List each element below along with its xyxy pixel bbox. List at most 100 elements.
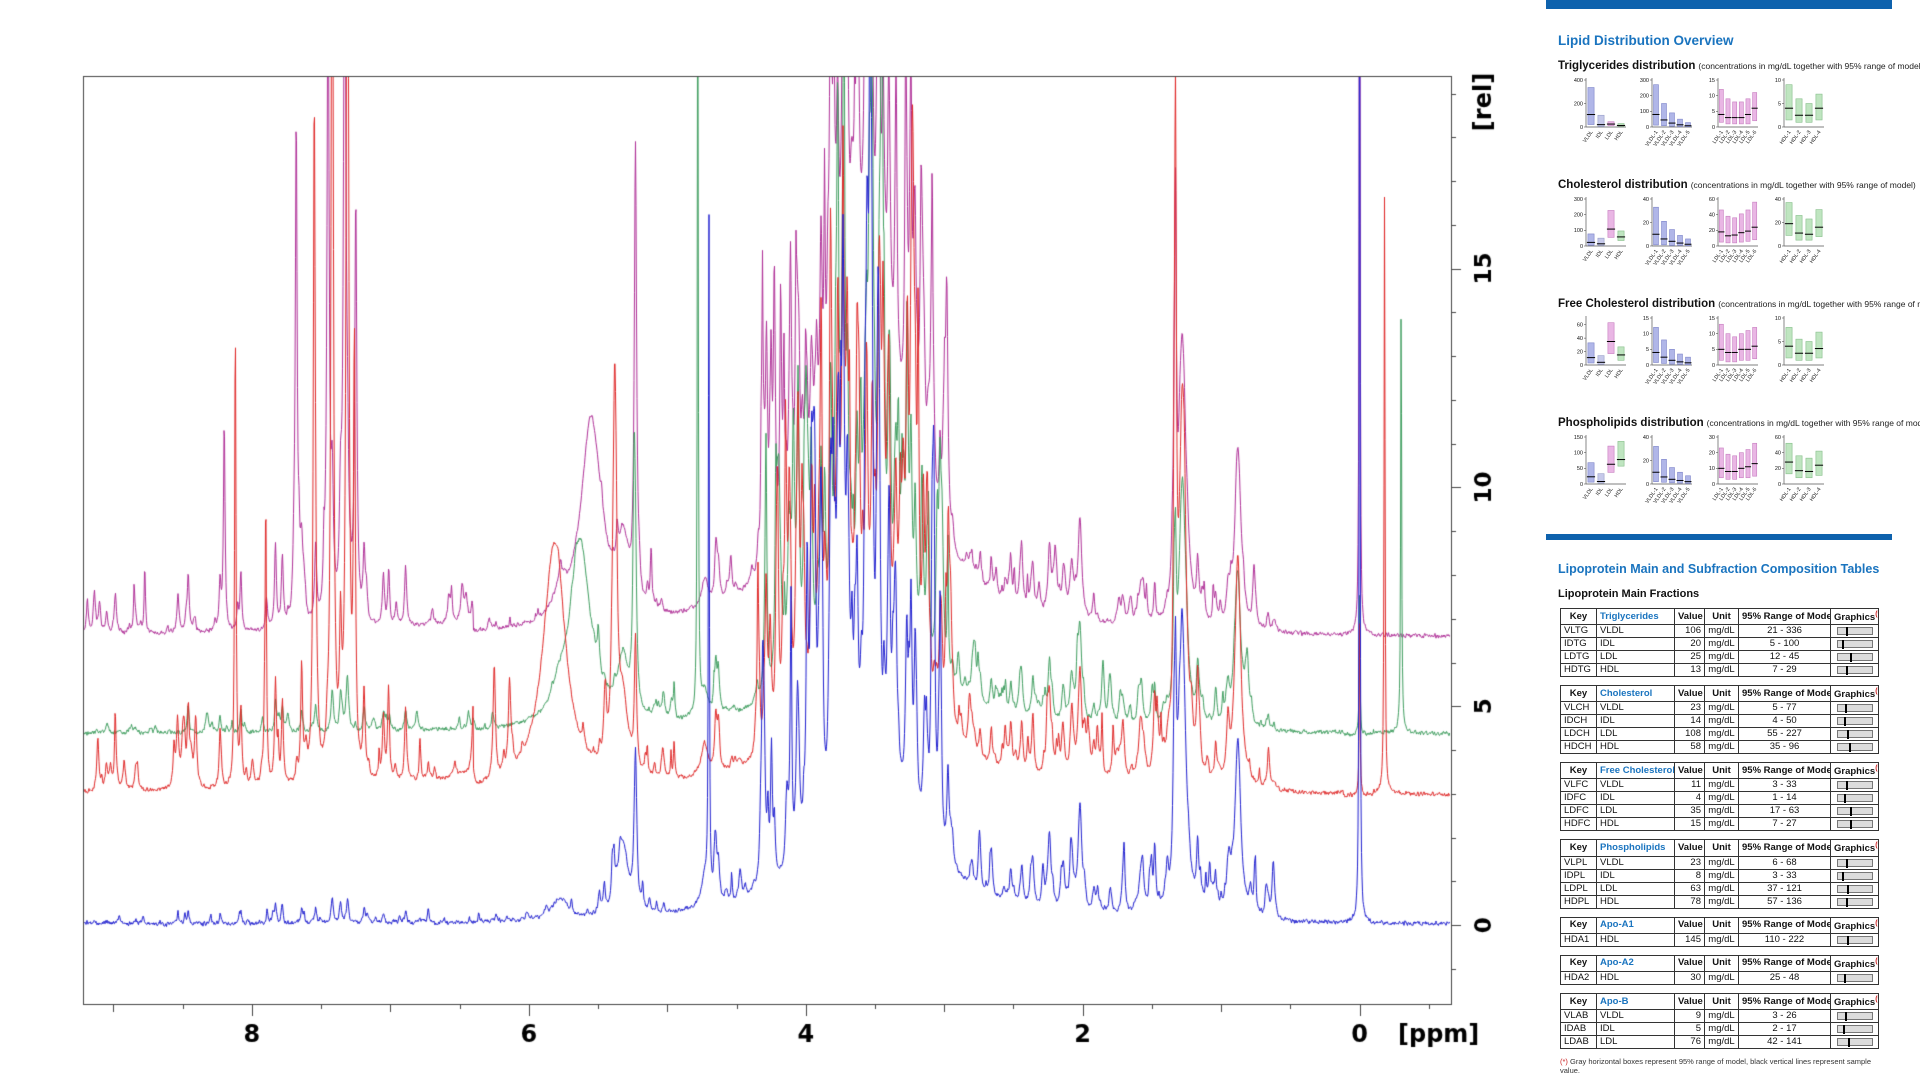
range-graphic-box <box>1836 935 1873 945</box>
range-box <box>1587 233 1595 246</box>
header-graphics-label: Graphics <box>1834 766 1876 778</box>
cell-range: 3 - 33 <box>1738 778 1831 793</box>
range-box <box>1661 459 1667 483</box>
mini-y-tick-label: 100 <box>1574 450 1583 456</box>
cell-fraction: HDL <box>1596 817 1675 832</box>
distribution-subtitle: (concentrations in mg/dL together with 9… <box>1690 180 1916 190</box>
mini-y-tick-label: 0 <box>1778 363 1781 369</box>
range-box <box>1677 118 1683 127</box>
sample-value-line <box>1843 717 1846 727</box>
cell-graphics <box>1830 727 1879 742</box>
mini-y-tick-label: 200 <box>1640 93 1649 99</box>
fraction-table: Key Free Cholesterol Value Unit 95% Range of… <box>1560 762 1879 832</box>
header-range: 95% Range of Model <box>1738 954 1831 972</box>
range-box <box>1669 349 1675 365</box>
cell-key: LDCH <box>1560 727 1597 742</box>
header-unit: Unit <box>1704 607 1739 626</box>
graphics-note-marker: (*) <box>1875 765 1878 773</box>
range-box <box>1718 89 1724 123</box>
cell-graphics <box>1830 932 1879 947</box>
distribution-subtitle: (concentrations in mg/dL together with 9… <box>1698 61 1920 71</box>
range-graphic-box <box>1836 653 1873 663</box>
cell-range: 42 - 141 <box>1738 1035 1831 1050</box>
cell-unit: mg/dL <box>1704 740 1739 755</box>
cell-key: IDCH <box>1560 714 1597 729</box>
cell-key: HDTG <box>1560 663 1597 678</box>
mini-y-tick-label: 0 <box>1646 482 1649 488</box>
cell-graphics <box>1830 855 1879 870</box>
range-box <box>1795 215 1803 241</box>
range-graphic-box <box>1836 704 1873 714</box>
cell-value: 106 <box>1674 624 1705 639</box>
section-divider-bar <box>1546 534 1892 540</box>
cell-range: 37 - 121 <box>1738 881 1831 896</box>
table-row: HDTG HDL 13 mg/dL 7 - 29 <box>1560 663 1879 678</box>
cell-unit: mg/dL <box>1704 855 1739 870</box>
header-key: Key <box>1560 685 1597 703</box>
distribution-subtitle: (concentrations in mg/dL together with 9… <box>1718 299 1920 309</box>
table-row: IDTG IDL 20 mg/dL 5 - 100 <box>1560 637 1879 652</box>
range-box <box>1815 209 1823 237</box>
mini-y-tick-label: 20 <box>1643 220 1649 226</box>
cell-graphics <box>1830 881 1879 896</box>
table-row: VLTG VLDL 106 mg/dL 21 - 336 <box>1560 624 1879 639</box>
mini-x-label: LDL <box>1604 130 1615 141</box>
main-fractions-subtitle: Lipoprotein Main Fractions <box>1558 588 1700 600</box>
header-unit: Unit <box>1704 954 1739 972</box>
distribution-title-text: Phospholipids distribution <box>1558 417 1704 429</box>
cell-graphics <box>1830 1009 1879 1024</box>
cell-value: 35 <box>1674 804 1705 819</box>
table-row: LDCH LDL 108 mg/dL 55 - 227 <box>1560 727 1879 742</box>
distribution-title: Cholesterol distribution (concentrations … <box>1546 179 1916 191</box>
table-row: LDTG LDL 25 mg/dL 12 - 45 <box>1560 650 1879 665</box>
mini-y-tick-label: 0 <box>1712 363 1715 369</box>
mini-y-tick-label: 40 <box>1643 197 1649 203</box>
range-graphic-box <box>1836 858 1873 868</box>
sample-value-line <box>1845 1012 1848 1022</box>
range-graphic-box <box>1836 973 1873 983</box>
distribution-title: Phospholipids distribution (concentration… <box>1546 417 1920 429</box>
range-box <box>1685 356 1691 365</box>
range-box <box>1597 237 1605 246</box>
mini-y-tick-label: 0 <box>1580 482 1583 488</box>
cell-fraction: VLDL <box>1596 1009 1675 1024</box>
mini-y-tick-label: 0 <box>1580 363 1583 369</box>
range-box <box>1597 114 1605 127</box>
mini-x-label: VLDL <box>1582 368 1595 382</box>
table-header-row: Key Apo-B Value Unit 95% Range of Model Graph… <box>1560 992 1879 1011</box>
range-box <box>1653 327 1659 363</box>
cell-value: 63 <box>1674 881 1705 896</box>
cell-key: IDAB <box>1560 1022 1597 1037</box>
fraction-table: Key Triglycerides Value Unit 95% Range of Mo… <box>1560 607 1879 678</box>
sample-value-line <box>1850 820 1853 830</box>
cell-key: LDFC <box>1560 804 1597 819</box>
cell-value: 108 <box>1674 727 1705 742</box>
mini-y-tick-label: 60 <box>1577 323 1583 329</box>
range-graphic-box <box>1836 884 1873 894</box>
sample-value-line <box>1846 730 1849 740</box>
range-box <box>1685 122 1691 127</box>
mini-x-label: VLDL <box>1582 130 1595 144</box>
range-box <box>1661 103 1667 127</box>
range-box <box>1745 449 1751 479</box>
table-row: VLAB VLDL 9 mg/dL 3 - 26 <box>1560 1009 1879 1024</box>
cell-key: VLAB <box>1560 1009 1597 1024</box>
table-header-row: Key Triglycerides Value Unit 95% Range of Mo… <box>1560 607 1879 626</box>
graphics-note-marker: (*) <box>1875 842 1878 850</box>
range-box <box>1597 473 1605 484</box>
nmr-canvas[interactable] <box>0 0 1535 1080</box>
sample-value-line <box>1844 794 1847 804</box>
range-box <box>1661 339 1667 364</box>
mini-y-tick-label: 20 <box>1775 220 1781 226</box>
header-range: 95% Range of Model <box>1738 685 1831 703</box>
sample-value-line <box>1845 627 1848 637</box>
mini-y-tick-label: 5 <box>1778 339 1781 345</box>
table-header-row: Key Cholesterol Value Unit 95% Range of Mode… <box>1560 685 1879 703</box>
cell-range: 110 - 222 <box>1738 932 1831 947</box>
cell-unit: mg/dL <box>1704 791 1739 806</box>
graphics-note-marker: (*) <box>1875 995 1878 1003</box>
cell-graphics <box>1830 1022 1879 1037</box>
sample-value-line <box>1845 781 1848 791</box>
